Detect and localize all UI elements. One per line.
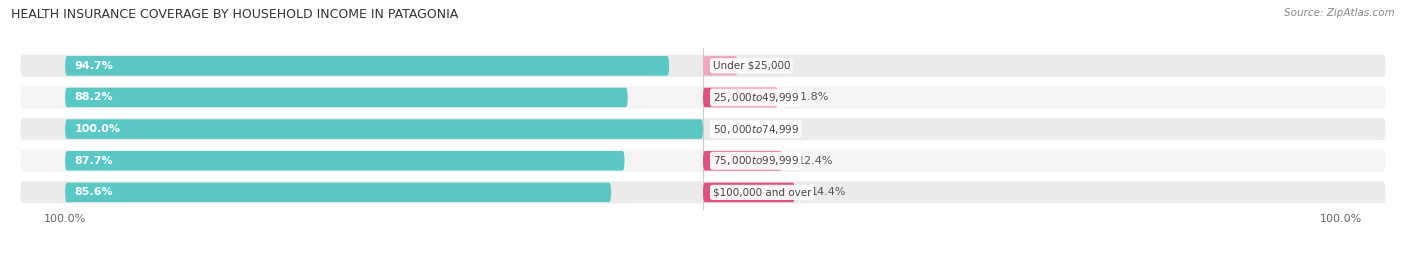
Text: Source: ZipAtlas.com: Source: ZipAtlas.com: [1284, 8, 1395, 18]
Text: $25,000 to $49,999: $25,000 to $49,999: [713, 91, 799, 104]
FancyBboxPatch shape: [703, 56, 738, 76]
Text: $50,000 to $74,999: $50,000 to $74,999: [713, 123, 799, 136]
FancyBboxPatch shape: [65, 151, 624, 171]
Text: 11.8%: 11.8%: [794, 93, 830, 102]
FancyBboxPatch shape: [703, 88, 779, 107]
FancyBboxPatch shape: [65, 183, 612, 202]
Text: 0.0%: 0.0%: [718, 124, 747, 134]
Text: 88.2%: 88.2%: [75, 93, 114, 102]
FancyBboxPatch shape: [65, 119, 703, 139]
FancyBboxPatch shape: [65, 88, 627, 107]
FancyBboxPatch shape: [21, 86, 1385, 109]
FancyBboxPatch shape: [703, 151, 782, 171]
FancyBboxPatch shape: [21, 181, 1385, 203]
Text: 85.6%: 85.6%: [75, 187, 114, 197]
Text: 12.4%: 12.4%: [799, 156, 834, 166]
FancyBboxPatch shape: [703, 183, 794, 202]
Text: 87.7%: 87.7%: [75, 156, 114, 166]
Text: 94.7%: 94.7%: [75, 61, 114, 71]
FancyBboxPatch shape: [21, 55, 1385, 77]
Text: $75,000 to $99,999: $75,000 to $99,999: [713, 154, 799, 167]
Text: 14.4%: 14.4%: [811, 187, 846, 197]
FancyBboxPatch shape: [65, 56, 669, 76]
Text: 100.0%: 100.0%: [75, 124, 121, 134]
Text: $100,000 and over: $100,000 and over: [713, 187, 811, 197]
FancyBboxPatch shape: [21, 150, 1385, 172]
FancyBboxPatch shape: [21, 118, 1385, 140]
Text: Under $25,000: Under $25,000: [713, 61, 790, 71]
Text: HEALTH INSURANCE COVERAGE BY HOUSEHOLD INCOME IN PATAGONIA: HEALTH INSURANCE COVERAGE BY HOUSEHOLD I…: [11, 8, 458, 21]
Text: 5.4%: 5.4%: [754, 61, 782, 71]
